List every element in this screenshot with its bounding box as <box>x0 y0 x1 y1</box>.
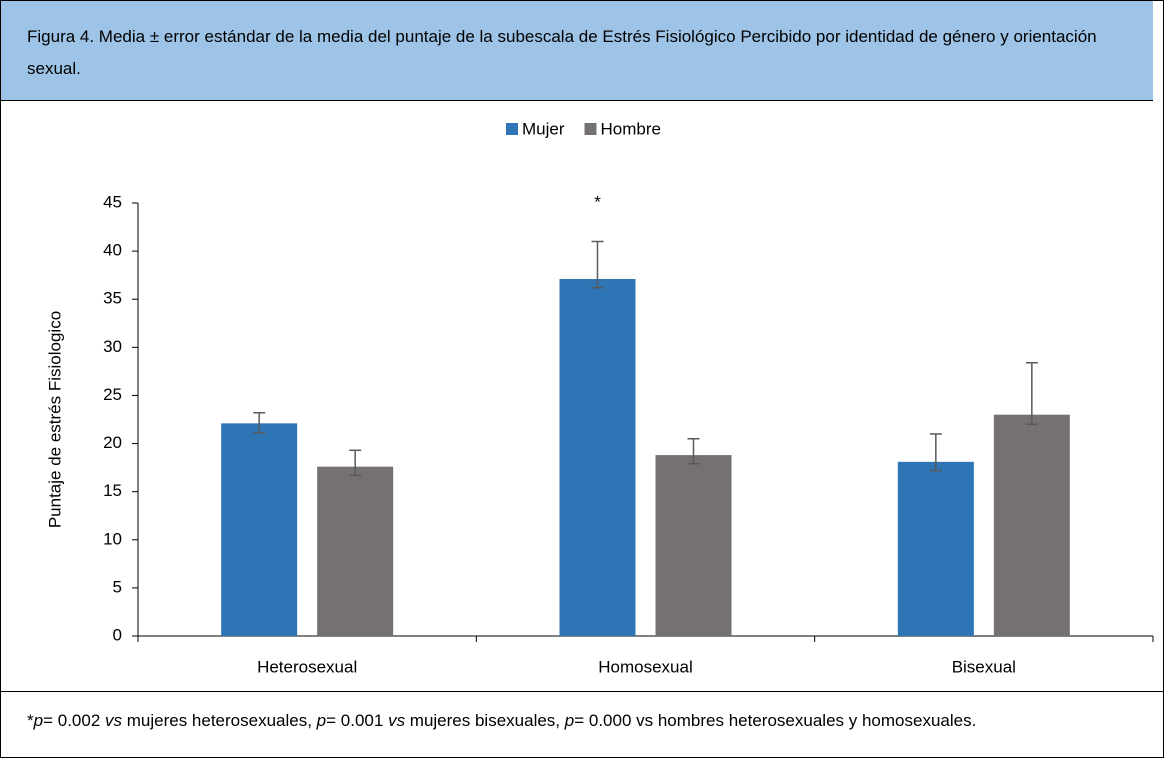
y-tick-label: 45 <box>103 192 122 211</box>
y-tick-label: 5 <box>113 577 122 596</box>
note-segment: * <box>27 711 34 730</box>
y-axis-title: Puntaje de estrés Fisiologico <box>45 311 64 528</box>
bar <box>897 461 974 636</box>
legend-label: Hombre <box>601 119 661 138</box>
y-tick-label: 40 <box>103 241 122 260</box>
y-tick-label: 25 <box>103 385 122 404</box>
y-tick-label: 35 <box>103 289 122 308</box>
note-segment: vs <box>388 711 406 730</box>
bar <box>559 279 636 636</box>
note-segment: vs <box>105 711 123 730</box>
y-tick-label: 10 <box>103 529 122 548</box>
legend-swatch <box>506 123 518 135</box>
note-segment: = 0.001 <box>326 711 389 730</box>
legend-label: Mujer <box>522 119 565 138</box>
bar <box>317 466 394 636</box>
bar <box>993 414 1070 636</box>
bar <box>221 423 298 636</box>
note-segment: = 0.002 <box>43 711 106 730</box>
x-tick-label: Heterosexual <box>257 657 357 676</box>
y-tick-label: 30 <box>103 337 122 356</box>
note-segment: p <box>564 711 575 730</box>
x-tick-label: Homosexual <box>598 657 693 676</box>
caption: Figura 4. Media ± error estándar de la m… <box>1 1 1153 101</box>
x-tick-label: Bisexual <box>952 657 1016 676</box>
bar <box>655 455 732 636</box>
legend-swatch <box>584 123 597 135</box>
note-segment: mujeres heterosexuales, <box>122 711 317 730</box>
note-segment: p <box>33 711 44 730</box>
note-segment: p <box>316 711 327 730</box>
y-tick-label: 20 <box>103 433 122 452</box>
annotation: * <box>594 192 601 211</box>
y-tick-label: 15 <box>103 481 122 500</box>
note-segment: = 0.000 vs hombres heterosexuales y homo… <box>574 711 977 730</box>
y-tick-label: 0 <box>113 625 122 644</box>
chart: 0 5 10 15 20 25 30 35 40 45 Puntaje de estrés Fisi… <box>45 119 1154 676</box>
note-segment: mujeres bisexuales, <box>405 711 565 730</box>
footnote: *p= 0.002 vs mujeres heterosexuales, p= … <box>1 691 1163 735</box>
